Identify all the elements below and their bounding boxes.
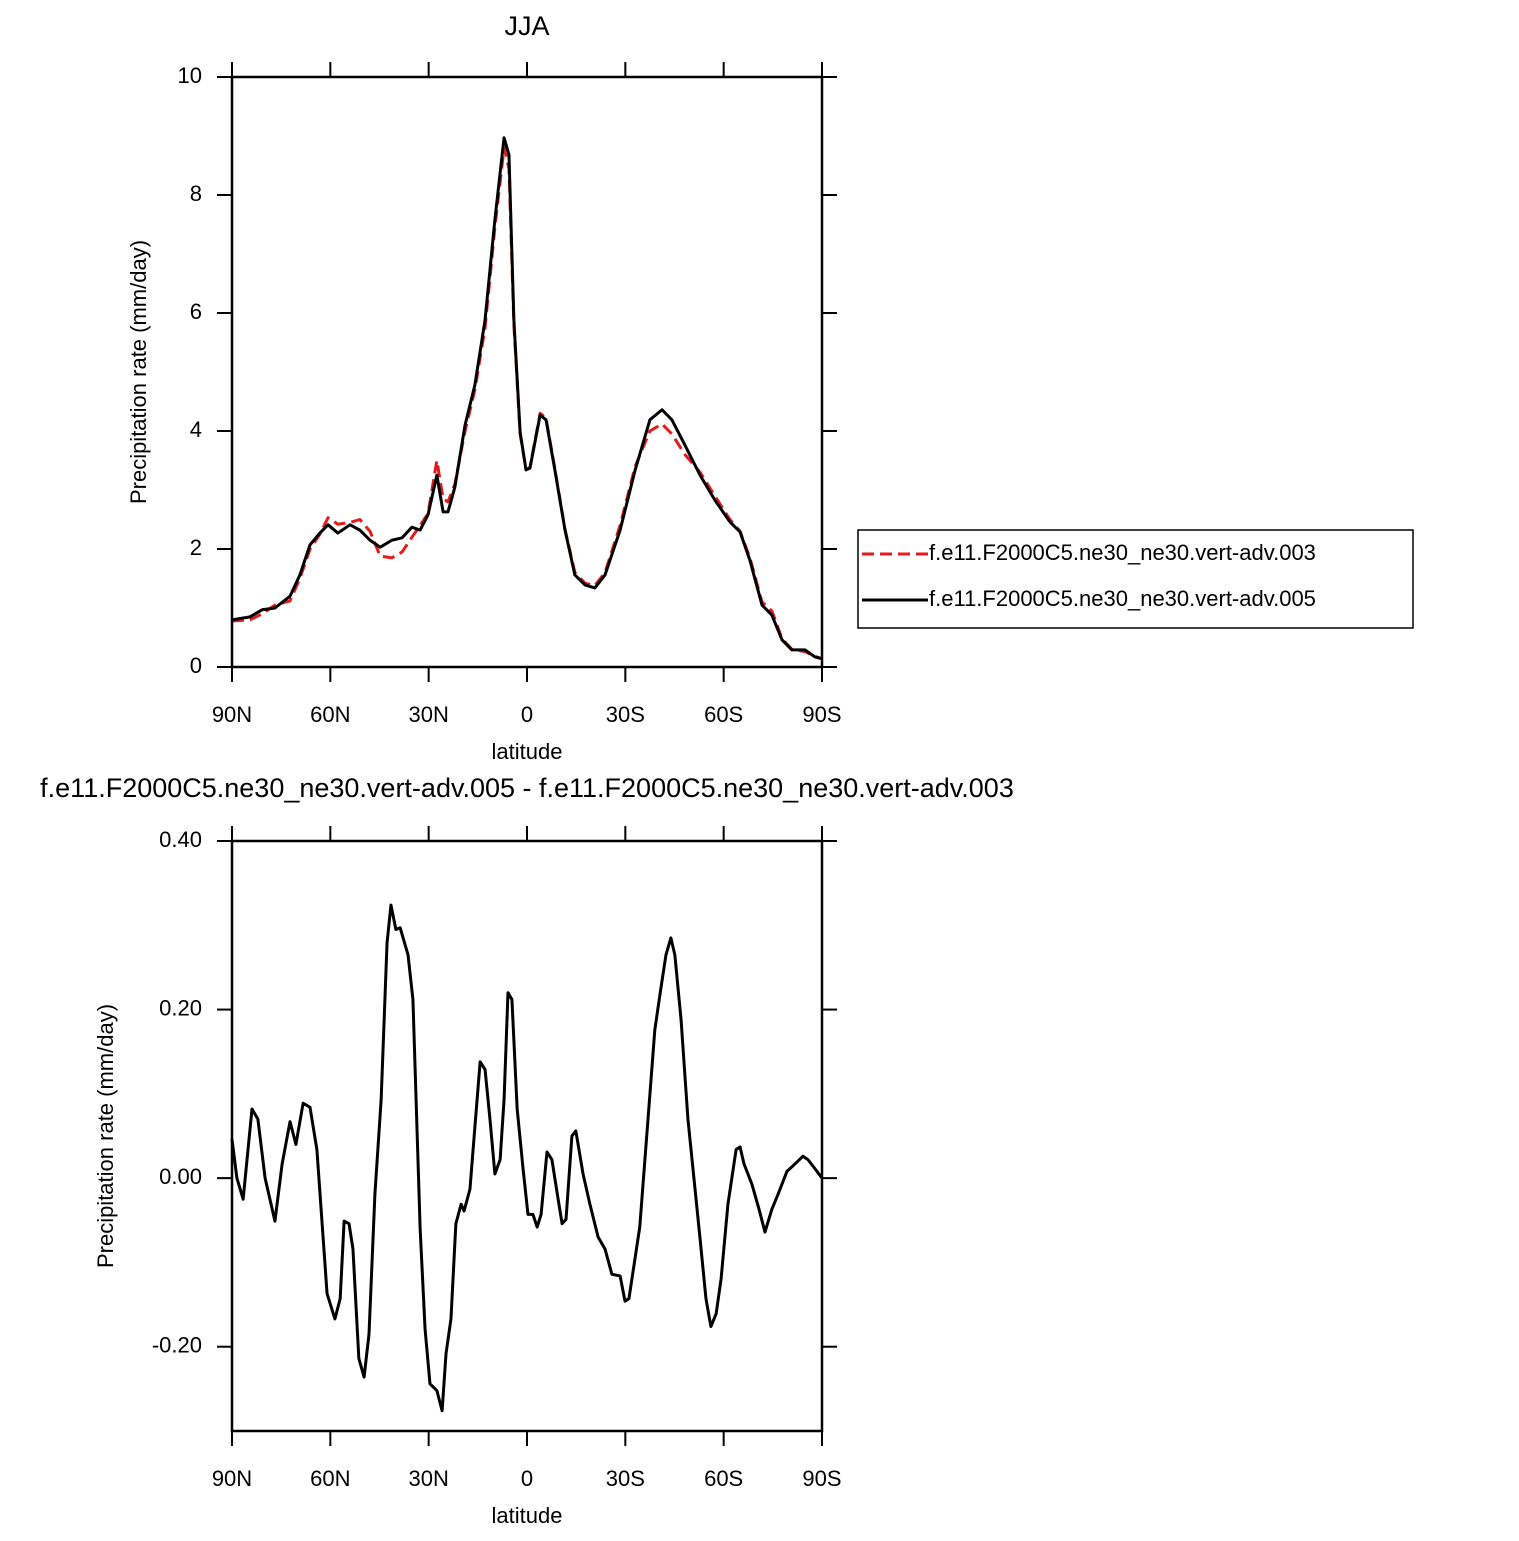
x-tick-label: 0: [521, 1466, 533, 1491]
x-tick-label: 90N: [212, 1466, 252, 1491]
chart-title: f.e11.F2000C5.ne30_ne30.vert-adv.005 - f…: [40, 773, 1014, 803]
data-line: [230, 903, 824, 1413]
y-tick-label: 8: [190, 181, 202, 206]
x-axis-label: latitude: [492, 1503, 563, 1528]
x-tick-label: 30S: [606, 1466, 645, 1491]
plot-frame: [230, 839, 824, 1433]
chart-title: JJA: [504, 11, 549, 41]
data-line: [231, 146, 823, 661]
y-tick-label: 2: [190, 535, 202, 560]
y-axis-label: Precipitation rate (mm/day): [93, 1004, 118, 1268]
x-tick-label: 30N: [408, 702, 448, 727]
x-tick-label: 30S: [606, 702, 645, 727]
x-tick-label: 60S: [704, 702, 743, 727]
y-tick-label: 0.20: [159, 995, 202, 1020]
y-tick-label: 6: [190, 299, 202, 324]
x-tick-label: 60N: [310, 702, 350, 727]
plot-frame: [230, 75, 824, 669]
y-axis-label: Precipitation rate (mm/day): [126, 240, 151, 504]
x-axis-label: latitude: [492, 739, 563, 764]
legend-label: f.e11.F2000C5.ne30_ne30.vert-adv.003: [929, 540, 1316, 565]
y-tick-label: 0.00: [159, 1164, 202, 1189]
y-tick-label: 0.40: [159, 827, 202, 852]
legend-box: [857, 529, 1414, 629]
x-tick-label: 0: [521, 702, 533, 727]
data-line: [231, 136, 823, 661]
x-tick-label: 90N: [212, 702, 252, 727]
y-tick-label: 10: [178, 63, 202, 88]
legend-label: f.e11.F2000C5.ne30_ne30.vert-adv.005: [929, 586, 1316, 611]
x-tick-label: 90S: [802, 702, 841, 727]
x-tick-label: 30N: [408, 1466, 448, 1491]
x-tick-label: 90S: [802, 1466, 841, 1491]
x-tick-label: 60N: [310, 1466, 350, 1491]
y-tick-label: 0: [190, 653, 202, 678]
x-tick-label: 60S: [704, 1466, 743, 1491]
y-tick-label: -0.20: [152, 1333, 202, 1358]
y-tick-label: 4: [190, 417, 202, 442]
